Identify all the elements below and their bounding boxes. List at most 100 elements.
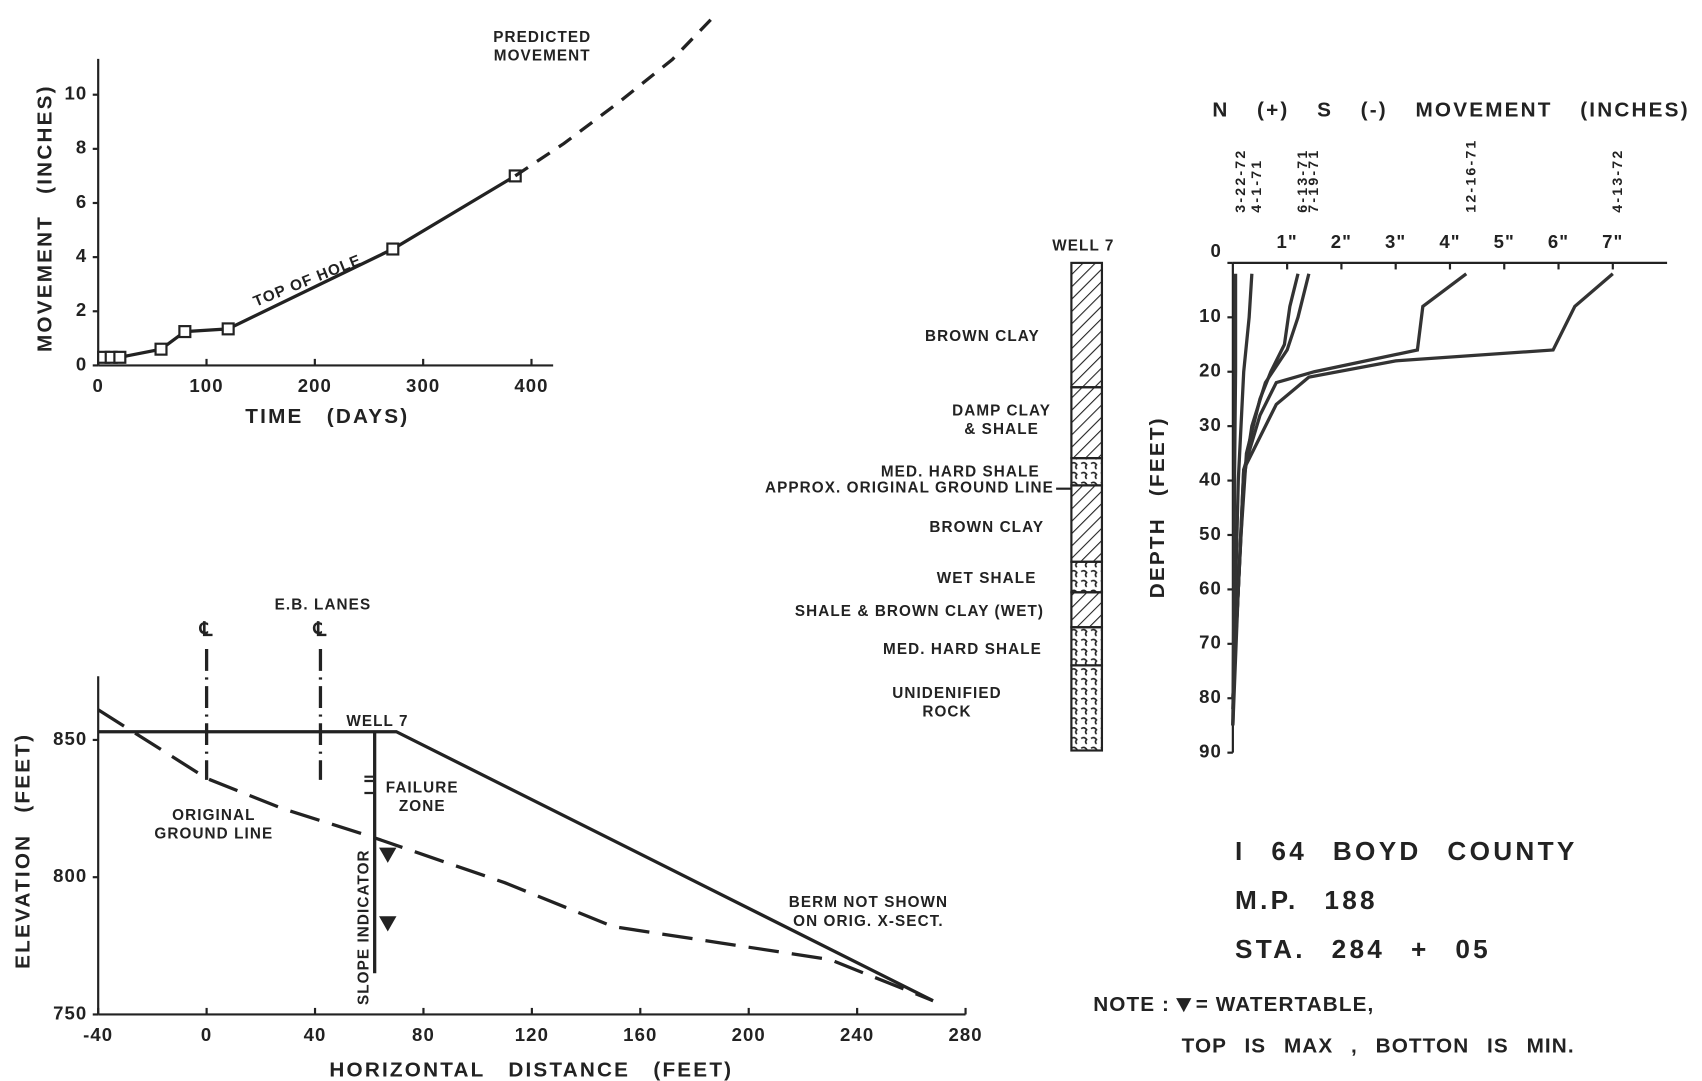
point: [221, 322, 235, 336]
x-tick-label: 240: [840, 1024, 874, 1045]
y-tick-label: 0: [1211, 240, 1222, 261]
y-tick-label: 70: [1199, 632, 1222, 653]
x-tick-label: 100: [189, 375, 223, 396]
layer-label: ROCK: [922, 703, 971, 720]
x-tick-label: 280: [948, 1024, 982, 1045]
series-label: 7-19-71: [1306, 149, 1322, 213]
layer-label: & SHALE: [964, 421, 1039, 438]
x-tick-label: 80: [412, 1024, 435, 1045]
x-tick-label: 40: [304, 1024, 327, 1045]
watertable-marker: [379, 916, 397, 932]
layer-shale: [1070, 626, 1104, 667]
annotation: GROUND LINE: [154, 826, 273, 843]
note-detail: TOP IS MAX , BOTTON IS MIN.: [1182, 1035, 1575, 1058]
x-tick-label: 6": [1548, 231, 1569, 252]
annotation: ZONE: [399, 798, 446, 815]
watertable-marker: [379, 847, 397, 863]
layer-shale-clay: [1070, 591, 1104, 629]
y-tick-label: 750: [53, 1002, 87, 1023]
series-label: 4-13-72: [1610, 149, 1626, 213]
layer-wet-shale: [1070, 560, 1104, 594]
location-road: I 64 BOYD COUNTY: [1235, 836, 1578, 866]
annotation: ORIGINAL: [172, 807, 255, 824]
note-legend: = WATERTABLE,: [1196, 993, 1375, 1016]
layer-label: BROWN CLAY: [925, 328, 1040, 345]
layer-damp-clay: [1070, 386, 1104, 460]
layer-label: MED. HARD SHALE: [883, 641, 1042, 658]
y-tick-label: 50: [1199, 523, 1222, 544]
x-tick-label: 2": [1331, 231, 1352, 252]
y-tick-label: 40: [1199, 468, 1222, 489]
x-tick-label: 1": [1276, 231, 1297, 252]
layer-label: SHALE & BROWN CLAY (WET): [795, 603, 1044, 620]
layer-label: DAMP CLAY: [952, 402, 1051, 419]
y-tick-label: 30: [1199, 414, 1222, 435]
x-tick-label: 200: [298, 375, 332, 396]
x-axis-label: TIME (DAYS): [245, 405, 409, 428]
y-tick-label: 60: [1199, 577, 1222, 598]
y-axis-label: DEPTH (FEET): [1146, 416, 1169, 598]
x-tick-label: 3": [1385, 231, 1406, 252]
annotation: SLOPE INDICATOR: [355, 849, 372, 1005]
failure-zone-marks: [364, 775, 374, 795]
point: [113, 350, 127, 364]
layer-label: APPROX. ORIGINAL GROUND LINE: [765, 480, 1054, 497]
layer-label: WET SHALE: [937, 570, 1037, 587]
y-tick-label: 90: [1199, 741, 1222, 762]
y-axis-label: MOVEMENT (INCHES): [33, 84, 56, 352]
y-tick-label: 0: [76, 353, 87, 374]
layer-label: BROWN CLAY: [929, 519, 1044, 536]
y-tick-label: 6: [76, 191, 87, 212]
series-line: [1231, 272, 1614, 726]
series-label: 4-1-71: [1249, 159, 1265, 213]
x-tick-label: 400: [514, 375, 548, 396]
point: [386, 242, 400, 256]
y-tick-label: 850: [53, 728, 87, 749]
layer-label: MED. HARD SHALE: [881, 463, 1040, 480]
series-line: [97, 708, 934, 1003]
series-line: [1231, 272, 1468, 699]
annotation: PREDICTED: [493, 29, 591, 46]
x-tick-label: -40: [83, 1024, 113, 1045]
series-line: [98, 730, 934, 1003]
series-line: [103, 174, 517, 359]
y-tick-label: 2: [76, 299, 87, 320]
series-label: 3-22-72: [1233, 149, 1249, 213]
y-tick-label: 10: [1199, 305, 1222, 326]
y-tick-label: 4: [76, 245, 87, 266]
annotation: BERM NOT SHOWN: [789, 894, 948, 911]
series-label: 12-16-71: [1463, 139, 1479, 213]
series-line: [1231, 273, 1254, 726]
annotation: FAILURE: [386, 780, 459, 797]
x-tick-label: 7": [1602, 231, 1623, 252]
layer-shale: [1070, 457, 1104, 487]
note-label: NOTE :: [1093, 993, 1170, 1016]
y-tick-label: 80: [1199, 686, 1222, 707]
centerline-label: ℄: [313, 619, 328, 641]
location-station: STA. 284 + 05: [1235, 934, 1491, 964]
annotation: TOP OF HOLE: [251, 252, 364, 311]
x-tick-label: 160: [623, 1024, 657, 1045]
y-axis-label: ELEVATION (FEET): [11, 733, 34, 969]
layer-label: UNIDENIFIED: [892, 685, 1002, 702]
layer-rock: [1070, 664, 1104, 752]
well-title: WELL 7: [1052, 238, 1114, 255]
series-line: [514, 12, 718, 178]
x-tick-label: 5": [1494, 231, 1515, 252]
x-tick-label: 4": [1439, 231, 1460, 252]
annotation: E.B. LANES: [275, 596, 372, 613]
series-label: 6-13-71: [1295, 149, 1311, 213]
x-axis-label: HORIZONTAL DISTANCE (FEET): [329, 1059, 733, 1081]
well-column: [1056, 261, 1104, 752]
annotation: WELL 7: [346, 713, 408, 730]
x-tick-label: 0: [92, 375, 103, 396]
annotation: ON ORIG. X-SECT.: [793, 913, 944, 930]
x-tick-label: 120: [515, 1024, 549, 1045]
y-tick-label: 10: [64, 83, 87, 104]
point: [154, 342, 168, 356]
centerline-label: ℄: [199, 619, 214, 641]
annotation: MOVEMENT: [494, 48, 591, 65]
layer-brown-clay: [1070, 484, 1104, 563]
y-tick-label: 20: [1199, 360, 1222, 381]
